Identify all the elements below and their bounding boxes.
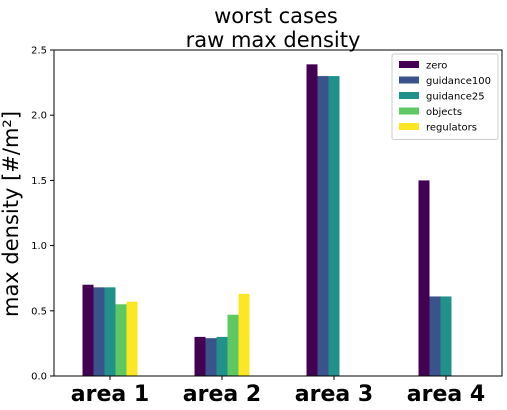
plot-area (53, 49, 503, 377)
bar-regulators-area-2 (238, 293, 250, 376)
legend-label-objects: objects (426, 107, 462, 118)
x-tick-label: area 4 (407, 382, 485, 407)
y-tick-label: 1.5 (31, 176, 47, 187)
x-tick-label: area 1 (71, 382, 149, 407)
bar-zero-area-4 (418, 180, 430, 376)
y-axis-label: max density [#/m²] (0, 111, 23, 317)
chart-title-line-1: worst cases (214, 4, 338, 28)
legend-swatch-zero (399, 61, 419, 68)
bar-zero-area-1 (82, 284, 94, 376)
legend-label-zero: zero (426, 61, 447, 72)
y-tick-label: 0.0 (31, 372, 47, 383)
legend-label-guidance100: guidance100 (426, 76, 491, 87)
bar-objects-area-1 (115, 304, 127, 376)
bar-objects-area-2 (227, 314, 239, 376)
bar-guidance100-area-3 (317, 76, 329, 376)
y-tick-label: 1.0 (31, 241, 47, 252)
bar-zero-area-2 (194, 336, 206, 376)
x-tick-label: area 2 (183, 382, 261, 407)
legend-box (391, 53, 499, 140)
bar-guidance100-area-1 (93, 287, 105, 376)
legend-label-regulators: regulators (426, 123, 477, 134)
legend-label-guidance25: guidance25 (426, 92, 485, 103)
legend-swatch-objects (399, 107, 419, 115)
chart-title-line-2: raw max density (186, 28, 361, 52)
x-tick-label: area 3 (295, 382, 373, 407)
bar-guidance100-area-2 (205, 338, 217, 376)
chart-title: worst cases raw max density (186, 4, 361, 52)
bar-guidance25-area-1 (104, 287, 116, 376)
y-tick-label: 2.5 (31, 46, 47, 57)
plot-frame (53, 49, 503, 377)
bar-guidance100-area-4 (429, 296, 441, 376)
bar-zero-area-3 (306, 64, 318, 377)
y-axis: 0.0 0.5 1.0 1.5 2.0 2.5 (31, 46, 54, 383)
x-axis: area 1 area 2 area 3 area 4 (71, 376, 485, 407)
y-tick-label: 2.0 (31, 111, 47, 122)
legend-swatch-regulators (399, 123, 419, 130)
bar-guidance25-area-4 (440, 296, 452, 376)
legend-swatch-guidance100 (399, 76, 419, 84)
bar-guidance25-area-3 (328, 76, 340, 376)
y-tick-label: 0.5 (31, 306, 47, 317)
bar-regulators-area-1 (126, 301, 138, 376)
legend: zero guidance100 guidance25 objects regulato… (391, 53, 499, 140)
legend-swatch-guidance25 (399, 92, 419, 99)
bar-guidance25-area-2 (216, 336, 228, 376)
